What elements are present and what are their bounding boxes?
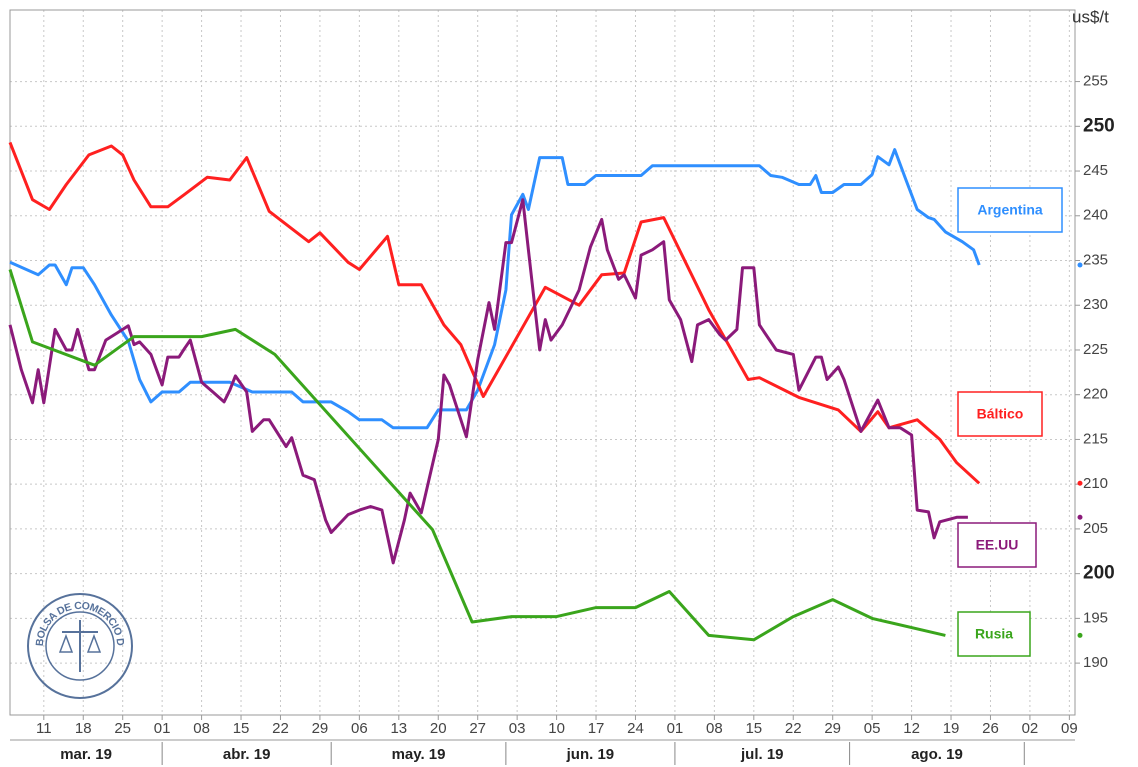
month-label: may. 19 [392,746,446,763]
y-tick-label: 210 [1083,475,1108,492]
legend-box [957,611,1031,657]
month-label: abr. 19 [223,746,271,763]
legend-box [957,522,1037,568]
x-tick-label: 26 [982,720,999,737]
series-line [8,198,968,565]
series-line [8,141,981,485]
x-tick-label: 25 [114,720,131,737]
legend-label: Argentina [977,202,1043,218]
month-label: jul. 19 [740,746,784,763]
last-value-dot [1077,632,1083,638]
legend-box [957,391,1043,437]
y-tick-label: 235 [1083,251,1108,268]
y-tick-label: 205 [1083,520,1108,537]
y-tick-label: 250 [1083,115,1115,136]
x-tick-label: 05 [864,720,881,737]
x-tick-label: 22 [272,720,289,737]
y-tick-label: 245 [1083,162,1108,179]
x-tick-label: 27 [469,720,486,737]
x-tick-label: 13 [390,720,407,737]
series-line [9,148,981,430]
x-tick-label: 15 [745,720,762,737]
x-tick-label: 19 [943,720,960,737]
y-tick-label: 225 [1083,341,1108,358]
x-tick-label: 01 [667,720,684,737]
x-tick-label: 08 [193,720,210,737]
x-tick-label: 15 [233,720,250,737]
legend-label: Rusia [975,626,1013,642]
x-tick-label: 10 [548,720,565,737]
series-line [8,269,946,642]
y-tick-label: 190 [1083,654,1108,671]
y-tick-label: 255 [1083,73,1108,90]
last-value-dot [1077,480,1083,486]
x-tick-label: 18 [75,720,92,737]
x-tick-label: 06 [351,720,368,737]
last-value-dot [1077,514,1083,520]
legend-label: EE.UU [976,537,1019,553]
y-tick-label: 195 [1083,609,1108,626]
legend-label: Báltico [977,406,1024,422]
month-label: ago. 19 [911,746,963,763]
x-tick-label: 01 [154,720,171,737]
x-tick-label: 22 [785,720,802,737]
legend-box [957,187,1063,233]
x-tick-label: 29 [824,720,841,737]
y-tick-label: 240 [1083,207,1108,224]
x-tick-label: 09 [1061,720,1078,737]
x-tick-label: 03 [509,720,526,737]
y-tick-label: 215 [1083,430,1108,447]
month-label: jun. 19 [566,746,615,763]
month-label: mar. 19 [60,746,112,763]
y-tick-label: 220 [1083,386,1108,403]
y-axis-title: us$/t [1072,7,1109,26]
x-tick-label: 24 [627,720,644,737]
x-tick-label: 12 [903,720,920,737]
y-tick-label: 230 [1083,296,1108,313]
x-tick-label: 20 [430,720,447,737]
y-tick-label: 200 [1083,563,1115,584]
x-tick-label: 02 [1022,720,1039,737]
x-tick-label: 17 [588,720,605,737]
plot-frame [9,9,1076,716]
series-layer [8,141,981,642]
x-tick-label: 11 [36,720,52,737]
x-tick-label: 29 [312,720,329,737]
last-value-dot [1077,262,1083,268]
x-tick-label: 08 [706,720,723,737]
